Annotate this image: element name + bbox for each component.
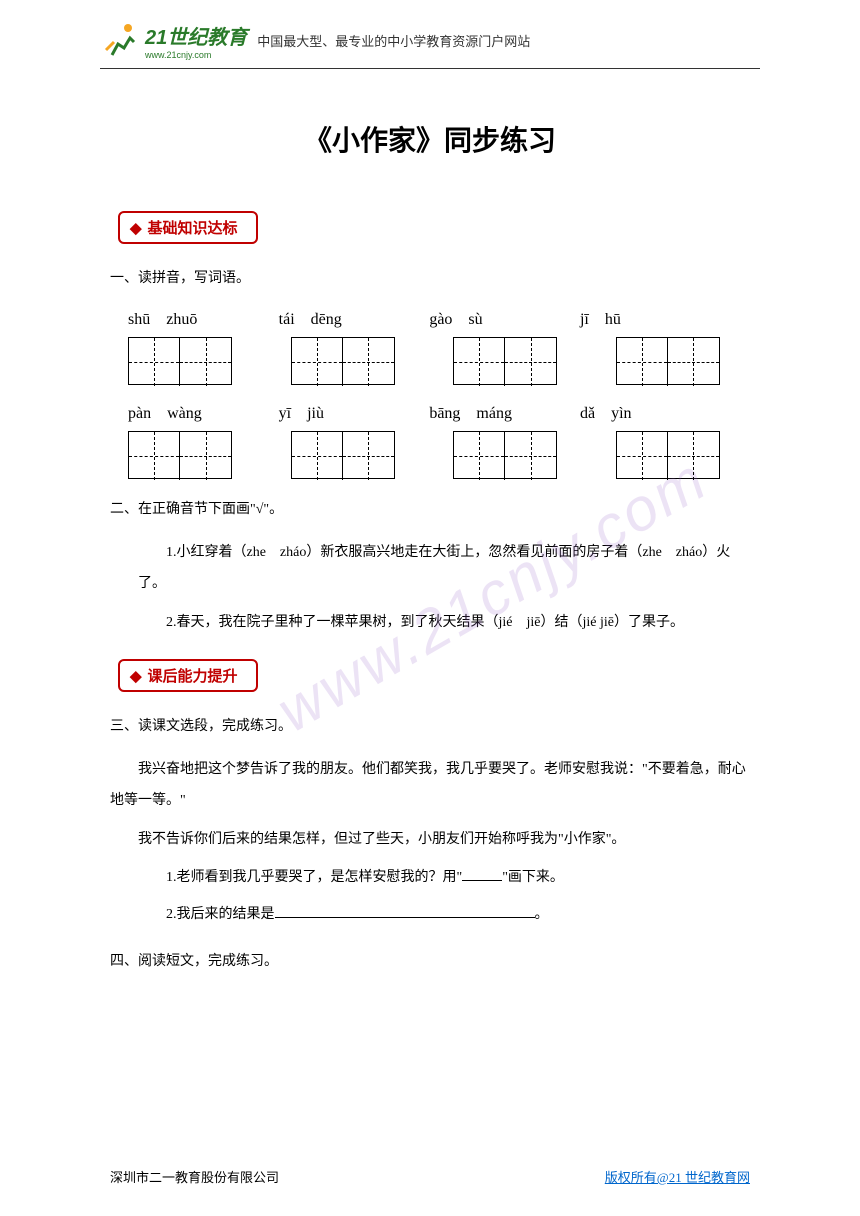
q31-pre: 1.老师看到我几乎要哭了，是怎样安慰我的？用" (166, 870, 462, 885)
passage-para2: 我不告诉你们后来的结果怎样，但过了些天，小朋友们开始称呼我为"小作家"。 (110, 825, 750, 856)
pinyin-row-1: shū zhuō tái dēng gào sù jī hū (128, 311, 750, 329)
document-content: 《小作家》同步练习 基础知识达标 一、读拼音，写词语。 shū zhuō tái… (0, 119, 860, 974)
pinyin-syllable: máng (476, 405, 512, 423)
pinyin-pair: shū zhuō (128, 311, 268, 329)
section-badge-basics: 基础知识达标 (118, 211, 258, 244)
pinyin-syllable: bāng (429, 405, 460, 423)
section1-heading: 一、读拼音，写词语。 (110, 266, 750, 291)
runner-icon (100, 20, 140, 60)
pinyin-syllable: wàng (167, 405, 202, 423)
question-3-1: 1.老师看到我几乎要哭了，是怎样安慰我的？用" "画下来。 (110, 863, 750, 894)
pinyin-syllable: zhuō (166, 311, 197, 329)
pinyin-syllable: sù (468, 311, 482, 329)
char-grid (291, 337, 395, 385)
footer-company: 深圳市二一教育股份有限公司 (110, 1167, 279, 1186)
blank-line (462, 867, 502, 881)
char-grid-row-1 (128, 337, 750, 385)
pinyin-syllable: yìn (611, 405, 631, 423)
exercise2-item1: 1.小红穿着（zhe zháo）新衣服高兴地走在大街上，忽然看见前面的房子着（z… (110, 538, 750, 600)
char-grid (616, 337, 720, 385)
logo-url: www.21cnjy.com (145, 50, 247, 60)
char-grid-row-2 (128, 431, 750, 479)
footer-copyright-link[interactable]: 版权所有@21 世纪教育网 (605, 1167, 750, 1186)
pinyin-pair: jī hū (580, 311, 720, 329)
pinyin-pair: bāng máng (429, 405, 569, 423)
pinyin-pair: gào sù (429, 311, 569, 329)
pinyin-syllable: dēng (311, 311, 342, 329)
pinyin-pair: dǎ yìn (580, 405, 720, 423)
logo: 21世纪教育 www.21cnjy.com (100, 20, 247, 60)
pinyin-syllable: pàn (128, 405, 151, 423)
pinyin-syllable: shū (128, 311, 150, 329)
page-title: 《小作家》同步练习 (110, 119, 750, 159)
logo-main-text: 21世纪教育 (145, 21, 247, 50)
logo-text: 21世纪教育 www.21cnjy.com (145, 21, 247, 60)
question-3-2: 2.我后来的结果是 。 (110, 900, 750, 931)
char-grid (128, 431, 232, 479)
pinyin-pair: tái dēng (279, 311, 419, 329)
q32-pre: 2.我后来的结果是 (166, 907, 275, 922)
char-grid (128, 337, 232, 385)
pinyin-syllable: gào (429, 311, 452, 329)
pinyin-syllable: hū (605, 311, 621, 329)
pinyin-syllable: yī (279, 405, 291, 423)
pinyin-syllable: jiù (307, 405, 324, 423)
char-grid (291, 431, 395, 479)
pinyin-syllable: dǎ (580, 405, 595, 423)
pinyin-row-2: pàn wàng yī jiù bāng máng dǎ yìn (128, 405, 750, 423)
pinyin-pair: pàn wàng (128, 405, 268, 423)
exercise2-item2: 2.春天，我在院子里种了一棵苹果树，到了秋天结果（jié jiē）结（jié j… (110, 608, 750, 639)
passage-para1: 我兴奋地把这个梦告诉了我的朋友。他们都笑我，我几乎要哭了。老师安慰我说："不要着… (110, 755, 750, 817)
page-footer: 深圳市二一教育股份有限公司 版权所有@21 世纪教育网 (110, 1167, 750, 1186)
pinyin-syllable: tái (279, 311, 295, 329)
blank-line (275, 904, 535, 918)
q31-post: "画下来。 (502, 870, 564, 885)
section-badge-advanced: 课后能力提升 (118, 659, 258, 692)
header-tagline: 中国最大型、最专业的中小学教育资源门户网站 (257, 31, 530, 50)
pinyin-syllable: jī (580, 311, 589, 329)
char-grid (453, 337, 557, 385)
section4-heading: 四、阅读短文，完成练习。 (110, 949, 750, 974)
section3-heading: 三、读课文选段，完成练习。 (110, 714, 750, 739)
page-header: 21世纪教育 www.21cnjy.com 中国最大型、最专业的中小学教育资源门… (100, 0, 760, 69)
char-grid (453, 431, 557, 479)
pinyin-pair: yī jiù (279, 405, 419, 423)
q32-post: 。 (535, 907, 549, 922)
section2-heading: 二、在正确音节下面画"√"。 (110, 497, 750, 522)
char-grid (616, 431, 720, 479)
